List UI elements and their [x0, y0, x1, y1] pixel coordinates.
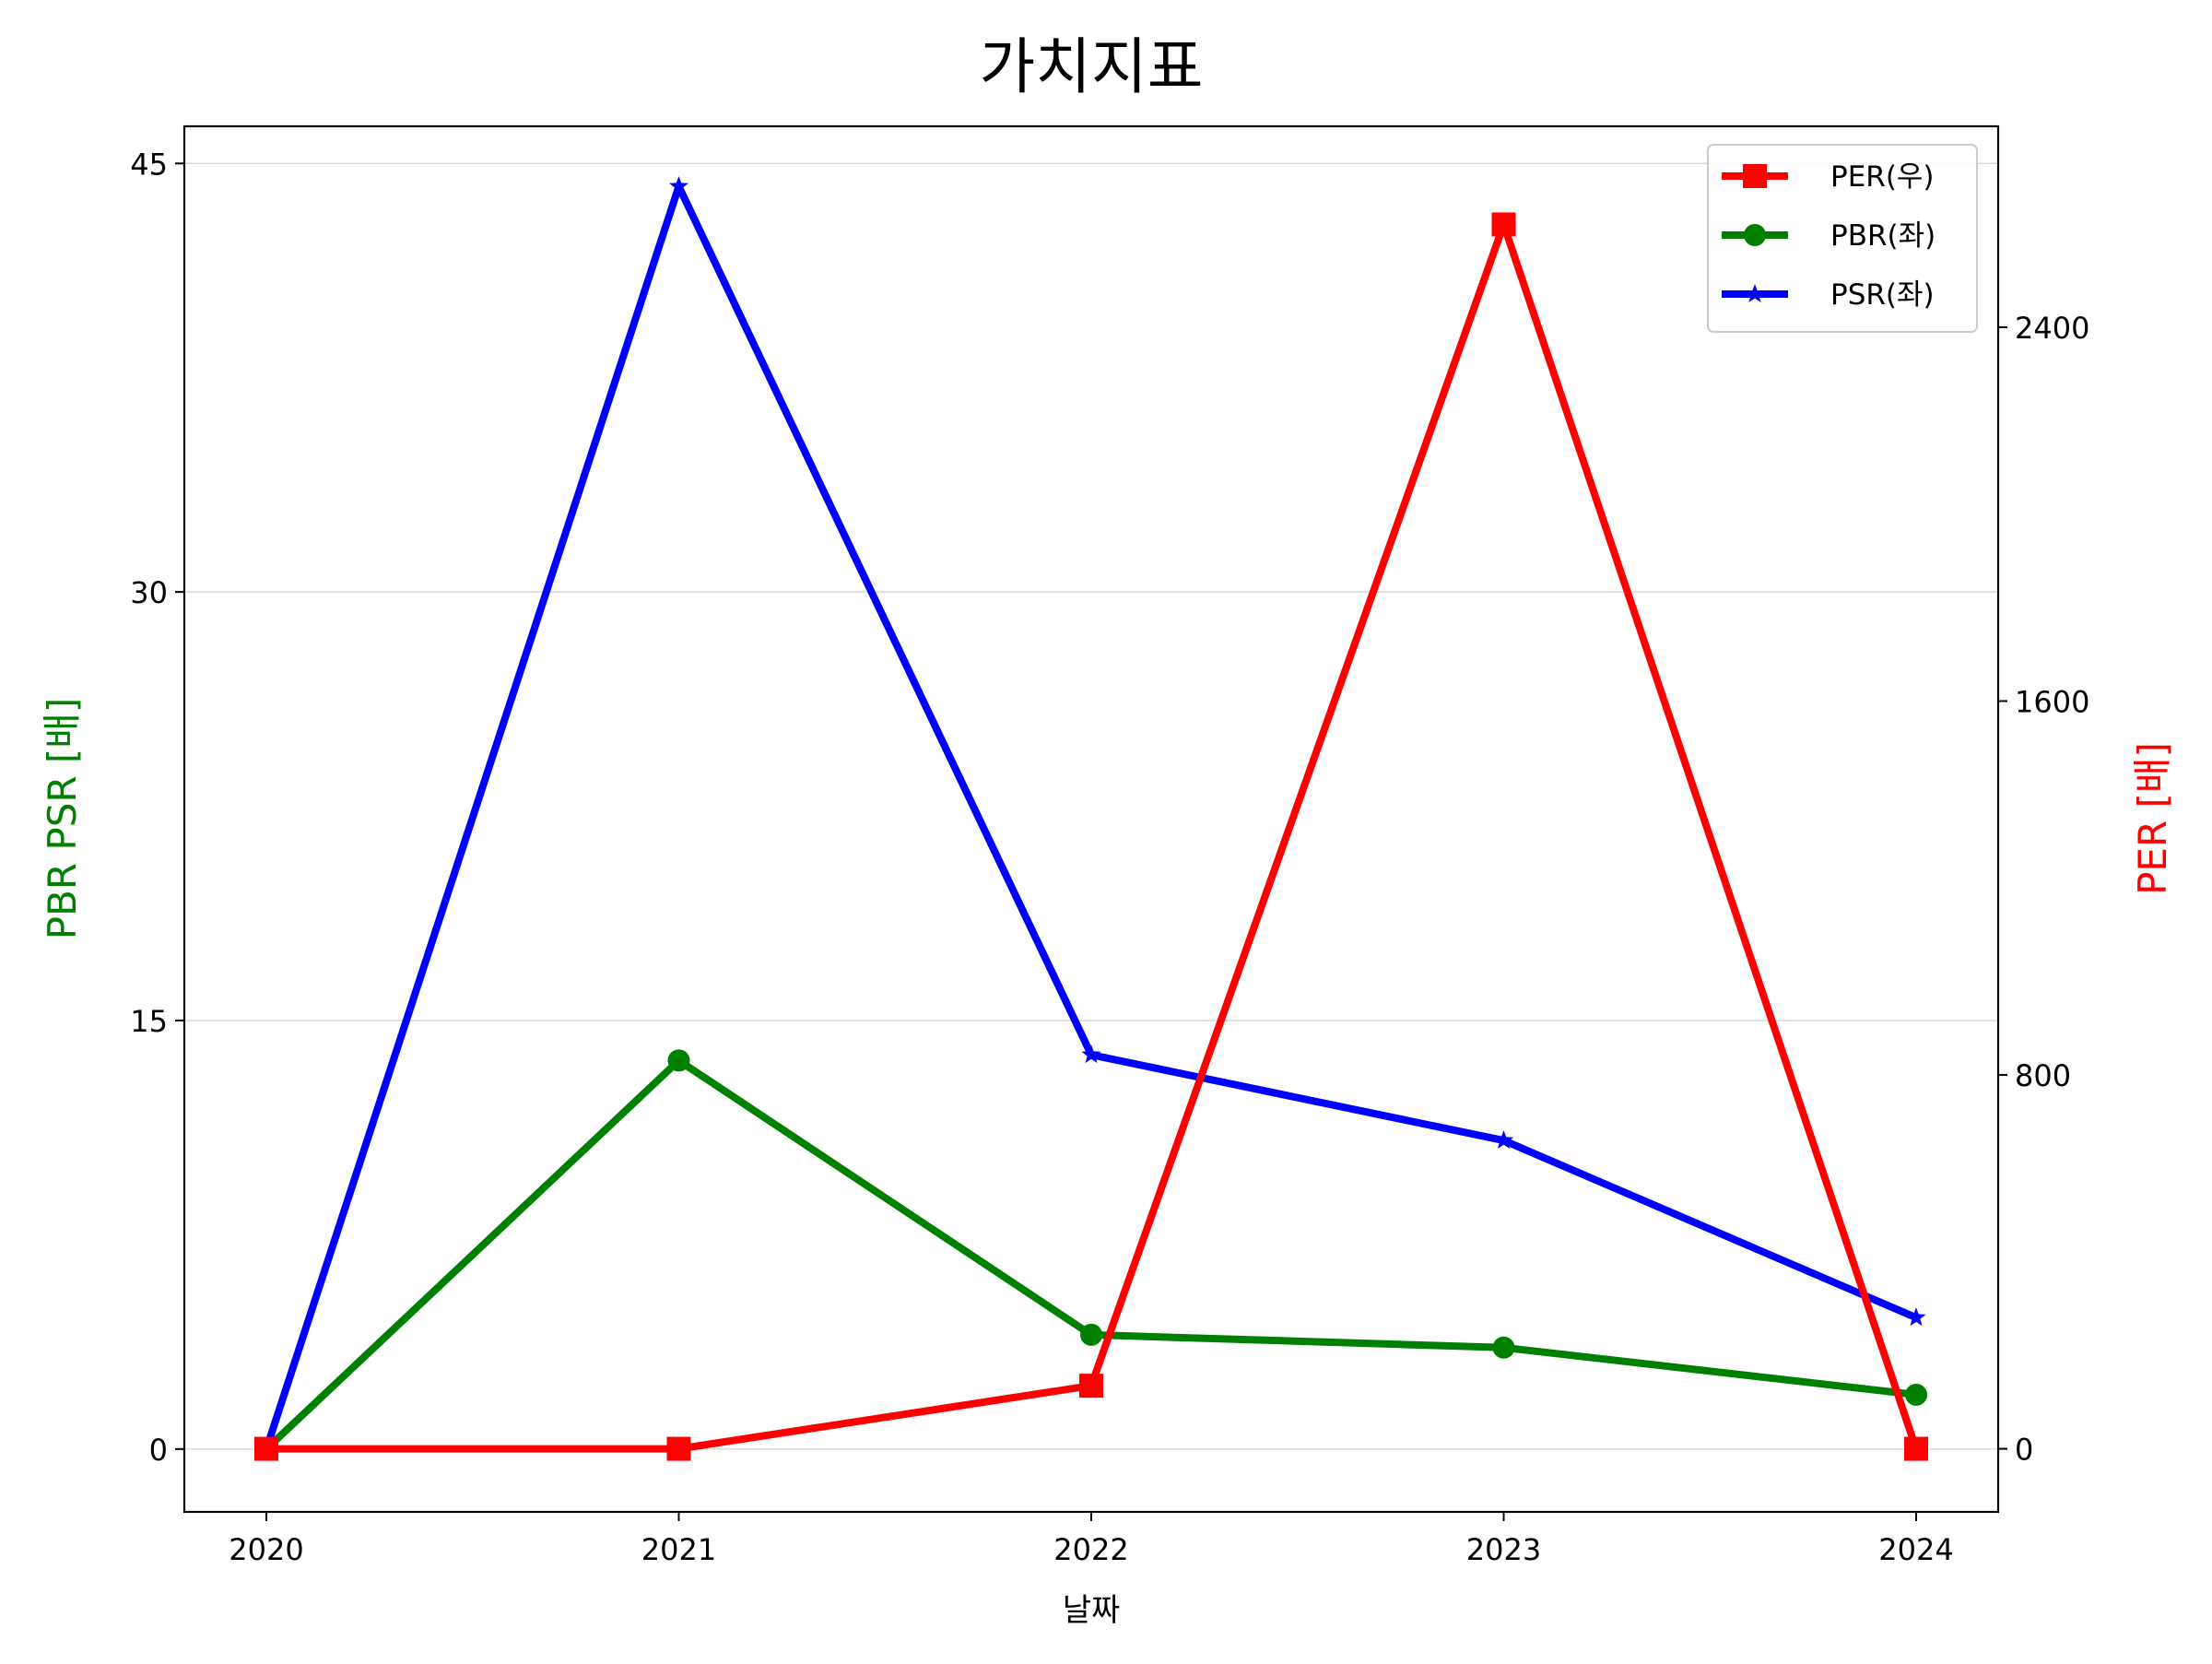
legend-label: PSR(좌)	[1830, 278, 1935, 312]
data-point	[667, 1049, 690, 1072]
y-right-tick-label: 1600	[2015, 685, 2089, 720]
plot-frame	[182, 124, 2000, 1514]
x-tick-label: 2022	[1053, 1532, 1128, 1567]
legend-marker	[1743, 164, 1767, 188]
gridlines	[184, 162, 1998, 1450]
x-tick-label: 2021	[641, 1532, 716, 1567]
x-axis-label: 날짜	[1063, 1592, 1121, 1629]
data-point	[1491, 212, 1516, 237]
legend-label: PER(우)	[1830, 160, 1935, 194]
data-point	[669, 176, 688, 195]
x-tick-label: 2024	[1878, 1532, 1953, 1567]
data-point	[254, 1436, 278, 1461]
data-point	[1079, 1374, 1103, 1398]
series-PBR(좌)	[255, 1049, 1927, 1460]
y-right-tick-label: 800	[2015, 1058, 2071, 1093]
legend-marker	[1745, 284, 1765, 302]
legend-marker	[1744, 224, 1766, 246]
series-PER(우)	[254, 212, 1928, 1461]
data-point	[666, 1436, 691, 1461]
plot-series	[254, 176, 1928, 1461]
x-tick-label: 2023	[1466, 1532, 1541, 1567]
y-left-tick-label: 45	[130, 147, 168, 182]
x-tick-label: 2020	[229, 1532, 303, 1567]
y-left-tick-label: 0	[149, 1433, 168, 1468]
legend-box	[1707, 144, 1978, 333]
series-line	[266, 220, 1920, 1453]
y-left-tick-label: 15	[130, 1004, 168, 1039]
axes: 0 15 30 45 0 800 1600 2400 2020 2021 2022 2023 2024	[130, 147, 2089, 1567]
y-right-tick-label: 0	[2015, 1433, 2033, 1468]
legend-label: PBR(좌)	[1830, 219, 1936, 253]
data-point	[1080, 1323, 1102, 1346]
y-left-tick-label: 30	[130, 575, 168, 610]
y-axis-left-label: PBR PSR [배]	[40, 698, 85, 940]
series-PSR(좌)	[256, 176, 1926, 1457]
chart-title: 가치지표	[980, 31, 1204, 102]
data-point	[1081, 1044, 1101, 1064]
legend: PER(우) PBR(좌) PSR(좌)	[1707, 144, 1978, 333]
data-point	[1906, 1307, 1926, 1327]
series-line	[263, 183, 1918, 1451]
y-right-tick-label: 2400	[2015, 311, 2089, 346]
data-point	[1494, 1130, 1513, 1149]
data-point	[1905, 1383, 1927, 1406]
data-point	[1492, 1336, 1515, 1359]
y-axis-right-label: PER [배]	[2130, 742, 2175, 895]
data-point	[1904, 1436, 1928, 1461]
